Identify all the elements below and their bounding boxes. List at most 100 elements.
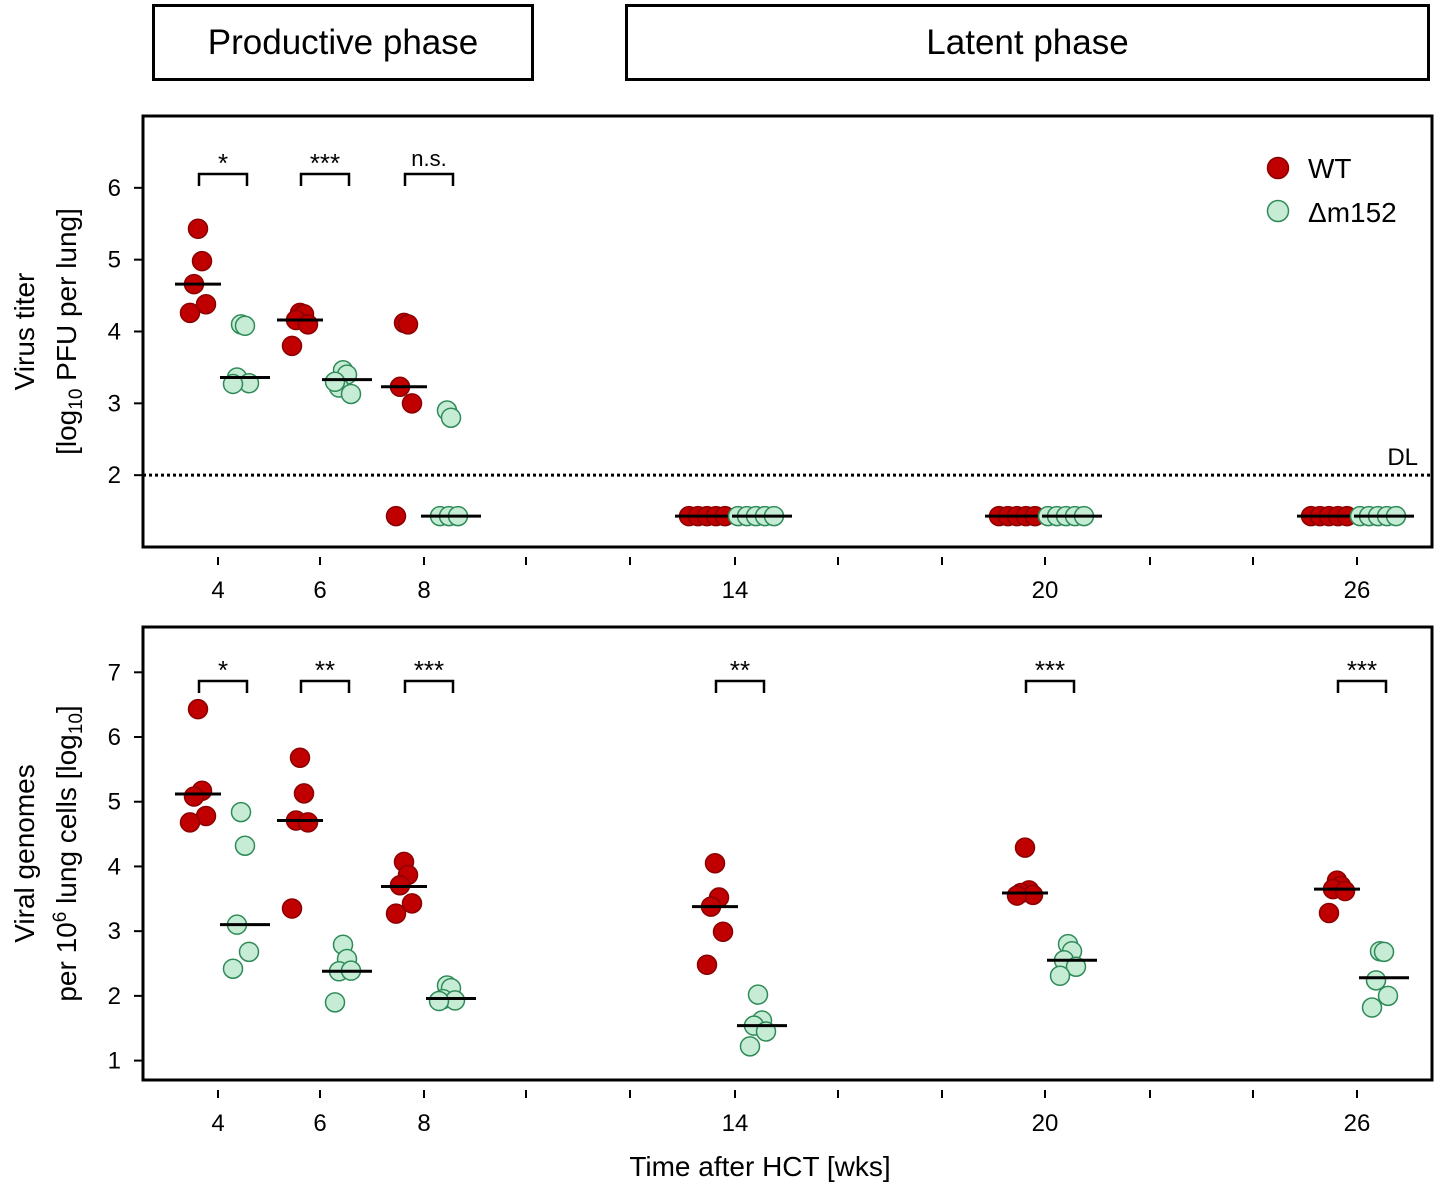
y-axis-title-part: 10 xyxy=(66,713,87,734)
wt-point xyxy=(385,505,407,527)
group-week-6: *** xyxy=(277,148,372,405)
y-tick-label: 5 xyxy=(108,247,121,274)
significance-bracket xyxy=(299,172,351,186)
wt-point xyxy=(179,302,201,324)
significance-label: ** xyxy=(730,655,750,685)
wt-point xyxy=(297,812,319,833)
plot-frame xyxy=(141,625,1434,1082)
wt-point xyxy=(712,921,734,943)
y-tick-label: 4 xyxy=(108,319,121,346)
y-axis-title-part: 10 xyxy=(66,389,87,410)
legend: WT Δm152 xyxy=(1266,153,1397,228)
mut-point xyxy=(234,315,256,337)
significance-label: *** xyxy=(1035,655,1065,685)
y-tick-label: 2 xyxy=(108,983,121,1010)
wt-point xyxy=(297,314,319,335)
x-tick-label: 20 xyxy=(1032,577,1059,604)
significance-label: *** xyxy=(414,655,444,685)
wt-point xyxy=(1334,880,1356,902)
wt-point xyxy=(195,293,217,315)
wt-point xyxy=(704,852,726,874)
legend-mut-label: Δm152 xyxy=(1308,197,1397,228)
group-week-14 xyxy=(675,505,792,527)
mut-point xyxy=(747,984,769,1005)
y-tick-label: 3 xyxy=(108,390,121,417)
y-tick-label: 6 xyxy=(108,175,121,202)
wt-point xyxy=(281,898,303,919)
wt-point xyxy=(401,393,423,414)
wt-point xyxy=(385,903,407,924)
wt-point xyxy=(1318,902,1340,924)
y-tick-label: 1 xyxy=(108,1048,121,1075)
group-week-6: ** xyxy=(277,655,372,1013)
mut-point xyxy=(739,1036,761,1057)
x-tick-label: 14 xyxy=(722,577,749,604)
significance-label: *** xyxy=(1347,655,1377,685)
wt-point xyxy=(183,786,205,807)
x-tick-label: 20 xyxy=(1032,1110,1059,1137)
wt-point xyxy=(696,954,718,976)
mut-point xyxy=(222,958,244,979)
x-tick-label: 8 xyxy=(417,1110,430,1137)
group-week-4: * xyxy=(175,655,270,979)
x-tick-label: 8 xyxy=(417,577,430,604)
legend-mut-marker xyxy=(1266,199,1290,223)
mut-point xyxy=(1365,970,1387,991)
x-tick-label: 6 xyxy=(313,577,326,604)
mut-point xyxy=(1377,985,1399,1007)
panel-top: 2 3 4 5 6 4 6 8 14 20 26 Virus titer [log10 PFU per … xyxy=(9,114,1434,604)
significance-bracket xyxy=(714,679,766,693)
mut-point xyxy=(428,990,450,1012)
y-tick-label: 6 xyxy=(108,724,121,751)
latent-phase-label: Latent phase xyxy=(625,4,1430,81)
x-tick-label: 26 xyxy=(1344,1110,1371,1137)
mut-point xyxy=(1373,941,1395,963)
mut-point xyxy=(1065,956,1087,977)
y-axis-title-part: PFU per lung] xyxy=(51,208,82,389)
wt-point xyxy=(1006,885,1028,906)
wt-point xyxy=(397,314,419,335)
mut-point xyxy=(234,835,256,856)
significance-bracket xyxy=(197,679,249,693)
significance-label: n.s. xyxy=(411,146,446,171)
y-axis-title-line2: [log10 PFU per lung] xyxy=(51,208,87,455)
mut-point xyxy=(222,373,244,395)
group-week-26: *** xyxy=(1314,655,1409,1018)
y-tick-label: 4 xyxy=(108,853,121,880)
x-tick-label: 6 xyxy=(313,1110,326,1137)
mut-point xyxy=(324,371,346,393)
productive-phase-label: Productive phase xyxy=(152,4,534,81)
y-axis-title-part: [log xyxy=(51,410,82,455)
group-week-26 xyxy=(1297,505,1414,527)
x-tick-label: 26 xyxy=(1344,577,1371,604)
significance-label: *** xyxy=(310,148,340,178)
group-week-4: * xyxy=(175,148,270,395)
wt-point xyxy=(179,812,201,833)
y-tick-label: 7 xyxy=(108,659,121,686)
y-axis-title-part: ] xyxy=(51,705,82,713)
mut-point xyxy=(1049,965,1071,987)
x-tick-label: 4 xyxy=(211,577,224,604)
significance-label: ** xyxy=(315,655,335,685)
mut-point xyxy=(440,407,462,428)
detection-limit-label: DL xyxy=(1387,444,1418,471)
mut-point xyxy=(324,992,346,1013)
mut-point xyxy=(230,801,252,823)
legend-wt-marker xyxy=(1266,156,1290,180)
x-tick-label: 14 xyxy=(722,1110,749,1137)
productive-phase-text: Productive phase xyxy=(207,22,479,62)
wt-point xyxy=(293,783,315,804)
wt-point xyxy=(187,698,209,720)
y-tick-label: 3 xyxy=(108,918,121,945)
x-axis-title: Time after HCT [wks] xyxy=(629,1151,890,1182)
y-axis-title-part: lung cells [log xyxy=(51,734,82,911)
wt-point xyxy=(187,218,209,240)
mut-point xyxy=(340,383,362,405)
y-tick-label: 2 xyxy=(108,462,121,489)
group-week-20 xyxy=(985,505,1102,527)
group-week-14: ** xyxy=(692,655,787,1057)
significance-bracket xyxy=(403,679,455,693)
wt-point xyxy=(281,335,303,357)
